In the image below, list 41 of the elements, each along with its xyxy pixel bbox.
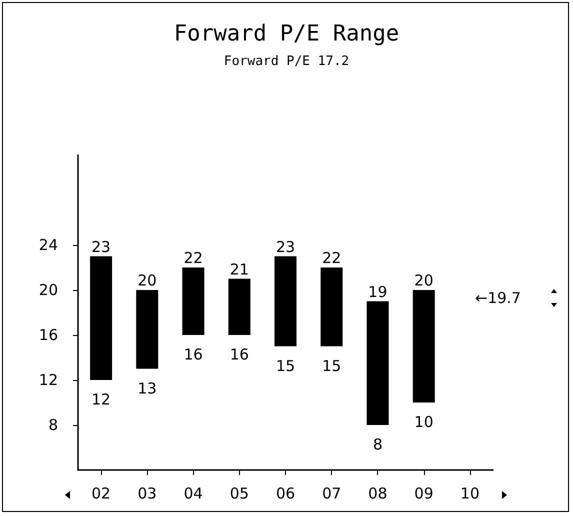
annotation: 15	[276, 356, 296, 375]
bar	[320, 268, 343, 346]
bar	[366, 301, 389, 425]
y-tick-label: 24	[38, 236, 58, 254]
x-tick-label: 02	[92, 484, 111, 502]
annotation: 13	[138, 379, 157, 398]
y-tick-label: 8	[48, 416, 58, 434]
x-tick-label: 07	[322, 484, 342, 502]
x-tick-label: 05	[230, 484, 249, 502]
annotation: 23	[92, 238, 111, 256]
annotation: 22	[184, 249, 203, 267]
y-tick-label: 12	[38, 371, 58, 389]
annotation: ←19.7	[475, 289, 521, 307]
annotation: 10	[414, 413, 434, 431]
y-tick-label: 20	[38, 281, 58, 299]
annotation: 15	[322, 356, 342, 375]
bar	[274, 256, 296, 346]
bar	[182, 268, 204, 335]
x-tick-label: 09	[414, 484, 434, 502]
bar	[412, 290, 435, 402]
bar	[136, 290, 158, 369]
annotation: 8	[372, 436, 382, 454]
annotation: 16	[184, 346, 203, 364]
annotation: 20	[138, 272, 157, 290]
annotation: 22	[322, 249, 342, 267]
annotation: 23	[276, 238, 296, 256]
annotation: 12	[92, 390, 111, 408]
chart-subtitle: Forward P/E 17.2	[224, 54, 350, 69]
x-tick-label: 04	[184, 484, 203, 502]
annotation: 20	[414, 272, 434, 290]
x-tick-label: 06	[276, 484, 296, 502]
chart-title: Forward P/E Range	[174, 22, 400, 46]
annotation: 19	[368, 282, 388, 301]
x-tick-label: 08	[368, 484, 388, 502]
x-tick-label: 10	[460, 484, 480, 502]
annotation: 21	[230, 260, 249, 278]
x-tick-label: 03	[138, 484, 157, 502]
bar	[228, 278, 250, 335]
bar	[90, 256, 112, 380]
annotation: 16	[230, 346, 249, 364]
y-tick-label: 16	[38, 326, 58, 344]
